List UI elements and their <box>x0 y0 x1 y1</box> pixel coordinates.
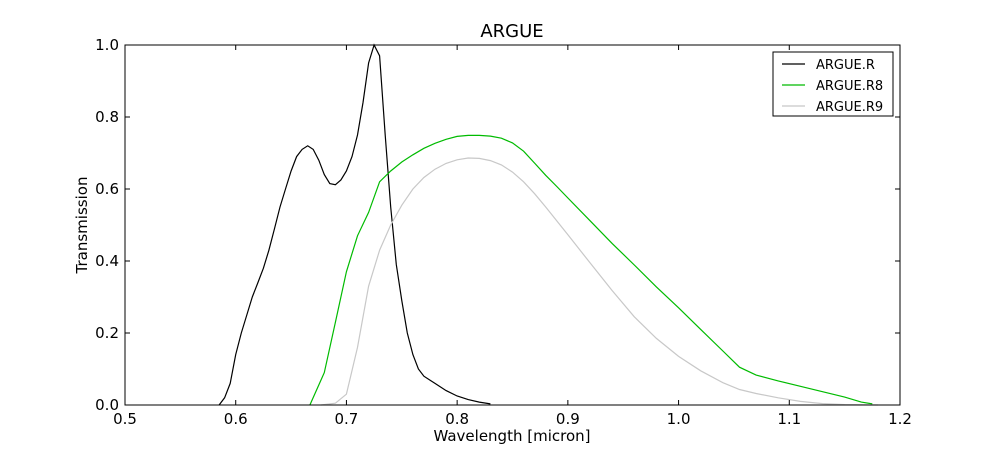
y-tick-label: 1.0 <box>95 36 119 54</box>
plot-frame <box>124 44 901 406</box>
x-axis-ticks: 0.5 0.6 0.7 0.8 0.9 1.0 1.1 1.2 <box>113 45 912 428</box>
y-tick-label: 0.4 <box>95 252 119 270</box>
series-line-argue-r9 <box>320 157 878 406</box>
series-layer <box>218 43 878 406</box>
x-tick-label: 0.7 <box>334 410 358 428</box>
x-tick-label: 0.9 <box>556 410 580 428</box>
y-tick-label: 0.0 <box>95 396 119 414</box>
x-tick-label: 1.1 <box>777 410 801 428</box>
y-tick-label: 0.8 <box>95 108 119 126</box>
legend-entry: ARGUE.R9 <box>816 100 883 115</box>
x-tick-label: 0.6 <box>224 410 248 428</box>
x-tick-label: 1.0 <box>667 410 691 428</box>
y-axis-label: Transmission <box>73 177 91 275</box>
chart-title: ARGUE <box>480 21 543 42</box>
x-tick-label: 0.5 <box>113 410 137 428</box>
series-line-argue-r8 <box>309 134 873 406</box>
legend-items: ARGUE.R ARGUE.R8 ARGUE.R9 <box>782 58 883 115</box>
y-axis-ticks: 0.0 0.2 0.4 0.6 0.8 1.0 <box>95 36 900 414</box>
y-tick-label: 0.6 <box>95 180 119 198</box>
legend-entry: ARGUE.R8 <box>816 79 883 94</box>
legend: ARGUE.R ARGUE.R8 ARGUE.R9 <box>772 51 894 117</box>
x-tick-label: 1.2 <box>888 410 912 428</box>
x-axis-label: Wavelength [micron] <box>433 427 590 445</box>
y-tick-label: 0.2 <box>95 324 119 342</box>
legend-box <box>772 51 894 117</box>
series-line-argue-r <box>218 43 491 406</box>
legend-entry: ARGUE.R <box>816 58 875 73</box>
x-tick-label: 0.8 <box>445 410 469 428</box>
